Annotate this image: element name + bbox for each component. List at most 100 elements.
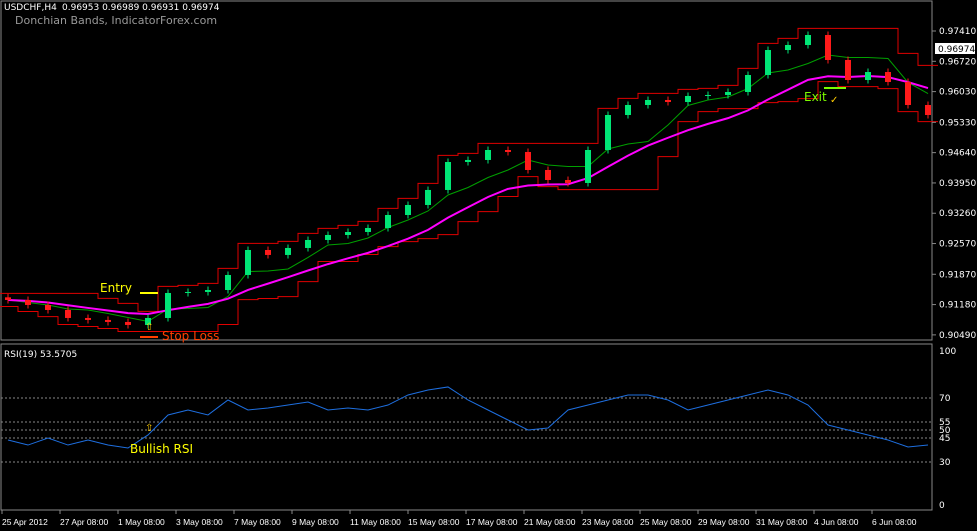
candle-body <box>305 239 311 248</box>
candle-body <box>445 161 451 190</box>
candle-body <box>805 34 811 46</box>
ohlc-readout: 0.96953 0.96989 0.96931 0.96974 <box>62 3 220 13</box>
candle-body <box>185 291 191 293</box>
rsi-tick-label: 30 <box>939 458 951 468</box>
candle-body <box>205 289 211 292</box>
moving-average-line <box>7 75 929 315</box>
rsi-tick-label: 100 <box>939 347 956 357</box>
price-tick-label: 0.93950 <box>939 179 976 189</box>
candle-body <box>465 159 471 162</box>
candle-body <box>845 59 851 81</box>
candle-body <box>25 299 31 305</box>
upper-donchian-band <box>0 27 938 312</box>
candle-body <box>545 169 551 180</box>
candle-body <box>705 94 711 96</box>
candle-body <box>85 317 91 320</box>
rsi-tick-label: 45 <box>939 434 950 444</box>
rsi-pane-border <box>0 343 933 511</box>
candle-body <box>485 150 491 160</box>
rsi-header: RSI(19) 53.5705 <box>4 350 77 360</box>
time-tick-label: 29 May 08:00 <box>698 517 750 527</box>
candle-body <box>285 247 291 255</box>
candle-body <box>325 234 331 240</box>
time-tick-label: 4 Jun 08:00 <box>814 517 859 527</box>
candle-body <box>505 150 511 152</box>
candle-body <box>145 317 151 325</box>
time-tick-label: 7 May 08:00 <box>234 517 281 527</box>
price-tick-label: 0.97410 <box>939 27 976 37</box>
price-tick-label: 0.96030 <box>939 88 976 98</box>
time-tick-label: 21 May 08:00 <box>524 517 576 527</box>
price-tick-label: 0.93260 <box>939 209 976 219</box>
price-tick-label: 0.94640 <box>939 149 976 159</box>
rsi-tick-label: 70 <box>939 394 951 404</box>
candle-body <box>785 45 791 51</box>
price-tick-label: 0.92570 <box>939 240 976 250</box>
candle-body <box>265 249 271 255</box>
up-arrow-icon: ⇧ <box>145 322 153 333</box>
candle-body <box>525 151 531 170</box>
indicator-title: Donchian Bands, IndicatorForex.com <box>15 14 217 27</box>
time-tick-label: 9 May 08:00 <box>292 517 339 527</box>
candle-body <box>385 214 391 228</box>
lower-donchian-band <box>0 81 938 333</box>
rsi-line <box>7 386 929 449</box>
candle-body <box>925 104 931 116</box>
check-icon: ✓ <box>830 95 838 106</box>
bullish-rsi-label: Bullish RSI <box>130 442 193 456</box>
candle-body <box>685 95 691 103</box>
time-tick-label: 25 May 08:00 <box>640 517 692 527</box>
candle-body <box>165 292 171 318</box>
candle-body <box>245 249 251 275</box>
time-tick-label: 25 Apr 2012 <box>2 517 48 527</box>
time-tick-label: 31 May 08:00 <box>756 517 808 527</box>
time-tick-label: 1 May 08:00 <box>118 517 165 527</box>
candle-body <box>665 99 671 103</box>
time-tick-label: 3 May 08:00 <box>176 517 223 527</box>
candle-body <box>865 72 871 81</box>
current-price-box <box>935 43 975 54</box>
candle-body <box>425 189 431 205</box>
middle-donchian-band <box>7 54 929 322</box>
time-tick-label: 27 Apr 08:00 <box>60 517 108 527</box>
current-price-label: 0.96974 <box>938 45 975 55</box>
candle-body <box>565 179 571 183</box>
time-tick-label: 17 May 08:00 <box>466 517 518 527</box>
candle-body <box>5 297 11 300</box>
rsi-up-arrow-icon: ⇧ <box>145 423 153 434</box>
candle-body <box>225 274 231 290</box>
symbol-label: USDCHF,H4 <box>4 3 57 13</box>
candle-body <box>125 321 131 325</box>
price-tick-label: 0.96720 <box>939 57 976 67</box>
candle-body <box>345 231 351 235</box>
rsi-tick-label: 0 <box>939 501 945 511</box>
price-tick-label: 0.95330 <box>939 118 976 128</box>
price-tick-label: 0.90490 <box>939 331 976 341</box>
candle-body <box>745 75 751 92</box>
exit-label: Exit <box>804 90 827 104</box>
rsi-tick-label: 50 <box>939 426 951 436</box>
price-tick-label: 0.91180 <box>939 301 976 311</box>
time-tick-label: 11 May 08:00 <box>350 517 401 527</box>
time-tick-label: 15 May 08:00 <box>408 517 460 527</box>
candle-body <box>625 104 631 116</box>
candle-body <box>585 150 591 183</box>
candle-body <box>725 91 731 95</box>
price-tick-label: 0.91870 <box>939 270 976 280</box>
candle-body <box>405 204 411 215</box>
candle-body <box>905 81 911 105</box>
time-tick-label: 23 May 08:00 <box>582 517 634 527</box>
candle-body <box>605 115 611 151</box>
candle-body <box>365 227 371 232</box>
rsi-tick-label: 55 <box>939 418 950 428</box>
entry-label: Entry <box>100 281 132 295</box>
candle-body <box>45 304 51 310</box>
candle-body <box>885 72 891 82</box>
stop-loss-label: Stop Loss <box>162 329 219 343</box>
candle-body <box>765 50 771 76</box>
candle-body <box>645 99 651 105</box>
candle-body <box>825 34 831 60</box>
candle-body <box>105 319 111 322</box>
candle-body <box>65 309 71 318</box>
